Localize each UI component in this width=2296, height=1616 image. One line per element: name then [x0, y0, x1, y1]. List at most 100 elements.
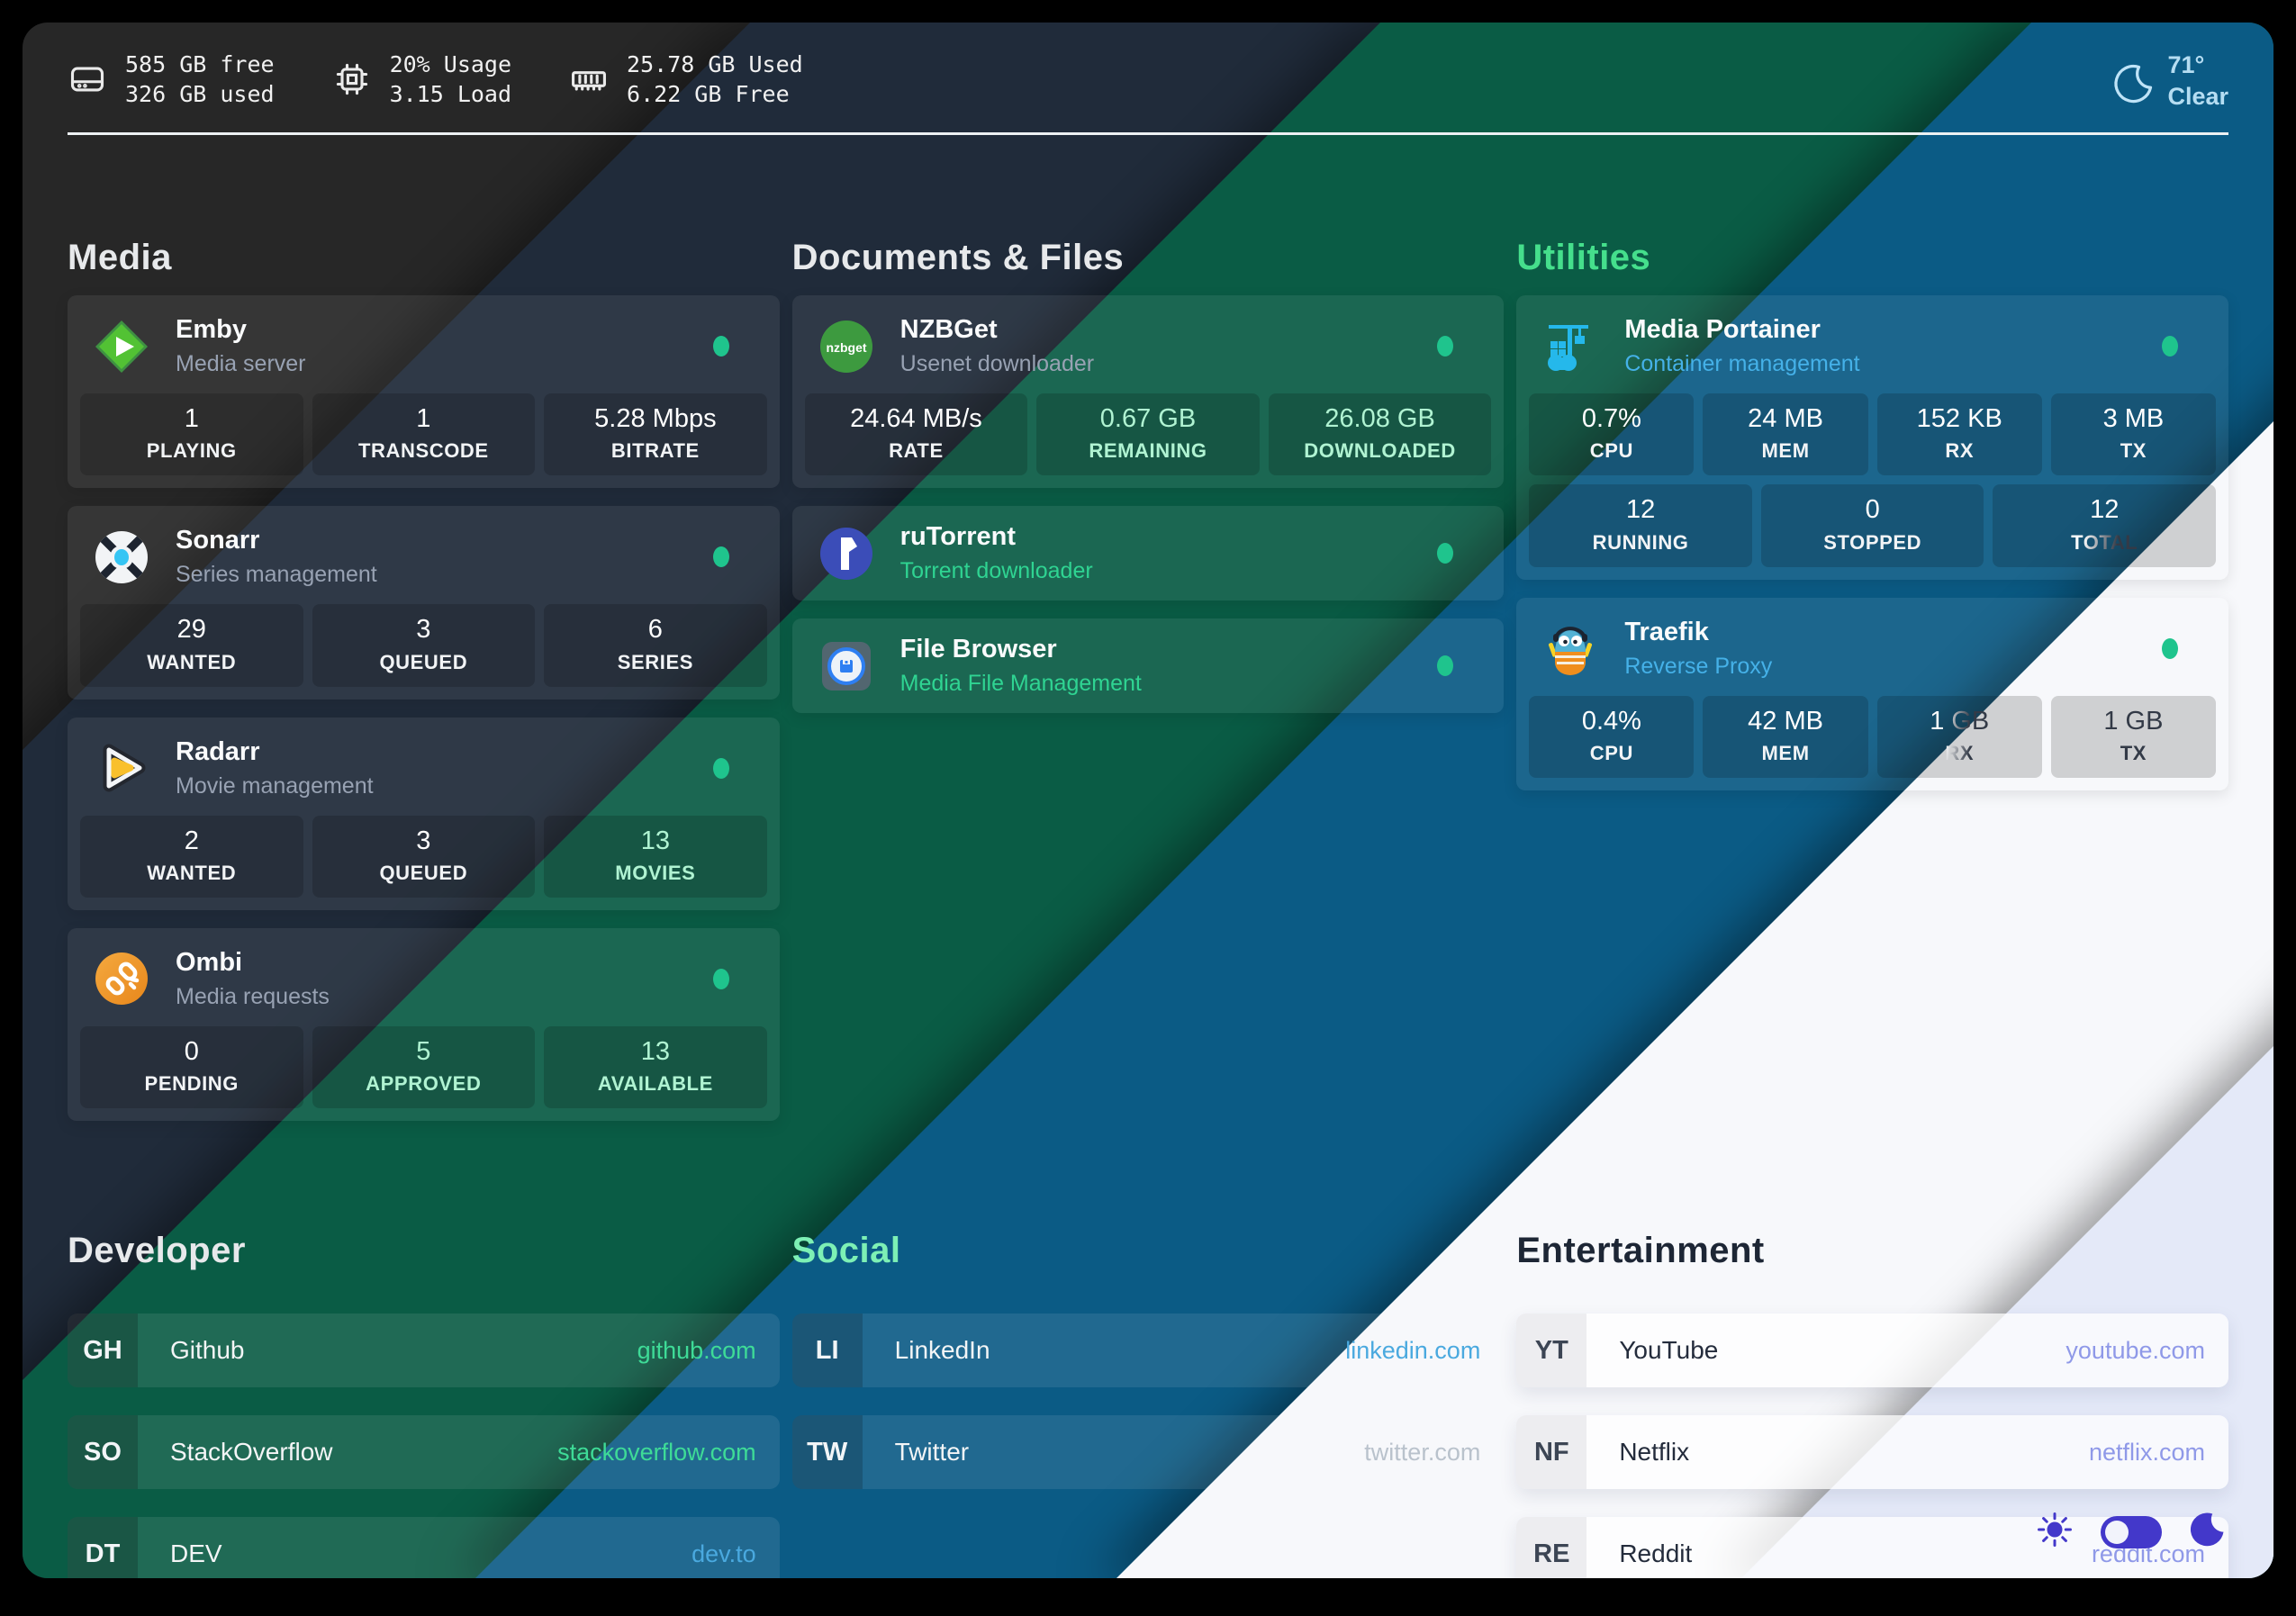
app-card-emby[interactable]: Emby Media server 1 PLAYING 1 TRANSCODE 5.… [68, 295, 780, 489]
traefik-icon [1541, 619, 1599, 677]
stat-stopped: 0 STOPPED [1760, 484, 1984, 567]
stat-playing: 1 PLAYING [80, 393, 303, 476]
link-github[interactable]: GH Github github.com [68, 1314, 780, 1388]
link-name: DEV [170, 1539, 222, 1568]
app-desc: Media server [176, 351, 306, 377]
stat-rx: 152 KB RX [1876, 393, 2042, 476]
section-title: Documents & Files [791, 238, 1125, 278]
ram-used: 25.78 GB Used [627, 51, 803, 77]
link-name: Twitter [894, 1438, 970, 1467]
sun-icon [2036, 1511, 2074, 1553]
topbar-divider [68, 132, 2228, 136]
status-dot [1437, 655, 1454, 677]
link-url: twitter.com [1364, 1438, 1481, 1466]
section-title: Media [68, 238, 172, 278]
stat-running: 12 RUNNING [1529, 484, 1752, 567]
cpu-icon [332, 59, 372, 99]
cpu-status: 20% Usage 3.15 Load [332, 50, 511, 109]
status-dot [1437, 543, 1454, 564]
system-status-bar: 585 GB free 326 GB used 20% Usage 3.15 Loa… [53, 42, 2243, 113]
stat-pending: 0 PENDING [80, 1025, 303, 1109]
stat-cpu: 0.7% CPU [1529, 393, 1695, 476]
link-youtube[interactable]: YT YouTube youtube.com [1516, 1314, 2228, 1388]
app-desc: Movie management [176, 772, 374, 799]
stat-wanted: 29 WANTED [80, 604, 303, 687]
link-tag: LI [791, 1314, 863, 1388]
app-desc: Media requests [176, 983, 330, 1009]
section-entertainment: Entertainment YT YouTube youtube.com NF … [1516, 1229, 2228, 1578]
dashboard: 585 GB free 326 GB used 20% Usage 3.15 Loa… [23, 23, 2273, 1578]
section-title: Utilities [1516, 238, 1651, 278]
stat-cpu: 0.4% CPU [1529, 695, 1695, 778]
theme-switch[interactable] [2101, 1515, 2162, 1548]
radarr-icon [93, 739, 150, 797]
app-name: Radarr [176, 736, 260, 766]
app-name: Ombi [176, 947, 243, 977]
ram-status: 25.78 GB Used 6.22 GB Free [569, 50, 803, 109]
app-desc: Container management [1624, 351, 1860, 377]
link-url: github.com [637, 1336, 756, 1364]
app-card-nzbget[interactable]: nzbget NZBGet Usenet downloader 24.64 MB… [791, 295, 1505, 489]
emby-icon [93, 318, 150, 375]
stat-rx: 1 GB RX [1876, 695, 2042, 778]
app-name: Traefik [1624, 617, 1709, 646]
disk-used: 326 GB used [125, 81, 275, 107]
stat-mem: 24 MB MEM [1703, 393, 1868, 476]
filebrowser-icon [818, 637, 875, 695]
ombi-icon [93, 950, 150, 1007]
link-name: Reddit [1619, 1539, 1693, 1568]
link-url: dev.to [692, 1539, 756, 1567]
stat-mem: 42 MB MEM [1703, 695, 1868, 778]
sonarr-icon [93, 528, 150, 586]
app-name: Emby [176, 315, 247, 345]
link-tag: SO [68, 1415, 138, 1490]
app-card-radarr[interactable]: Radarr Movie management 2 WANTED 3 QUEUED … [68, 717, 780, 910]
hard-drive-icon [68, 59, 107, 99]
app-name: File Browser [899, 635, 1057, 664]
link-url: youtube.com [2065, 1336, 2205, 1364]
status-dot [2162, 637, 2178, 659]
app-card-sonarr[interactable]: Sonarr Series management 29 WANTED 3 QUEUE… [68, 506, 780, 700]
link-tag: YT [1516, 1314, 1587, 1388]
section-title: Entertainment [1516, 1231, 1765, 1271]
link-dev[interactable]: DT DEV dev.to [68, 1517, 780, 1578]
app-desc: Media File Management [899, 671, 1142, 697]
link-twitter[interactable]: TW Twitter twitter.com [791, 1415, 1505, 1490]
link-name: Netflix [1619, 1438, 1690, 1467]
app-card-ombi[interactable]: Ombi Media requests 0 PENDING 5 APPROVED 1… [68, 927, 780, 1122]
link-netflix[interactable]: NF Netflix netflix.com [1516, 1415, 2228, 1490]
section-developer: Developer GH Github github.com SO StackO… [68, 1229, 780, 1578]
stat-downloaded: 26.08 GB DOWNLOADED [1268, 393, 1492, 476]
section-media: Media Emby Media server [68, 236, 780, 1139]
section-title: Developer [68, 1231, 246, 1271]
app-name: NZBGet [899, 315, 998, 345]
link-stackoverflow[interactable]: SO StackOverflow stackoverflow.com [68, 1415, 780, 1490]
cpu-load: 3.15 Load [389, 81, 512, 107]
app-card-rutorrent[interactable]: ruTorrent Torrent downloader [791, 506, 1505, 601]
status-dot [712, 968, 729, 989]
ram-free: 6.22 GB Free [627, 81, 790, 107]
link-tag: TW [791, 1415, 863, 1490]
disk-free: 585 GB free [125, 51, 275, 77]
link-name: Github [170, 1336, 245, 1365]
link-url: netflix.com [2088, 1438, 2205, 1466]
stat-wanted: 2 WANTED [80, 815, 303, 898]
status-dot [2162, 336, 2178, 357]
theme-switch-knob [2105, 1520, 2129, 1544]
app-card-filebrowser[interactable]: File Browser Media File Management [791, 618, 1505, 714]
status-dot [712, 546, 729, 568]
stat-bitrate: 5.28 Mbps BITRATE [544, 393, 767, 476]
link-tag: GH [68, 1314, 138, 1388]
app-name: Media Portainer [1624, 315, 1821, 345]
link-url: stackoverflow.com [557, 1438, 756, 1466]
link-url: linkedin.com [1345, 1336, 1481, 1364]
link-linkedin[interactable]: LI LinkedIn linkedin.com [791, 1314, 1505, 1388]
ram-icon [569, 59, 609, 99]
status-dot [1437, 336, 1454, 357]
app-desc: Series management [176, 562, 377, 588]
moon-toggle-icon [2189, 1511, 2227, 1553]
app-card-traefik[interactable]: Traefik Reverse Proxy 0.4% CPU 42 MB MEM 1… [1516, 597, 2228, 790]
disk-status: 585 GB free 326 GB used [68, 50, 275, 109]
link-tag: DT [68, 1517, 138, 1578]
app-card-portainer[interactable]: Media Portainer Container management 0.7… [1516, 295, 2228, 580]
